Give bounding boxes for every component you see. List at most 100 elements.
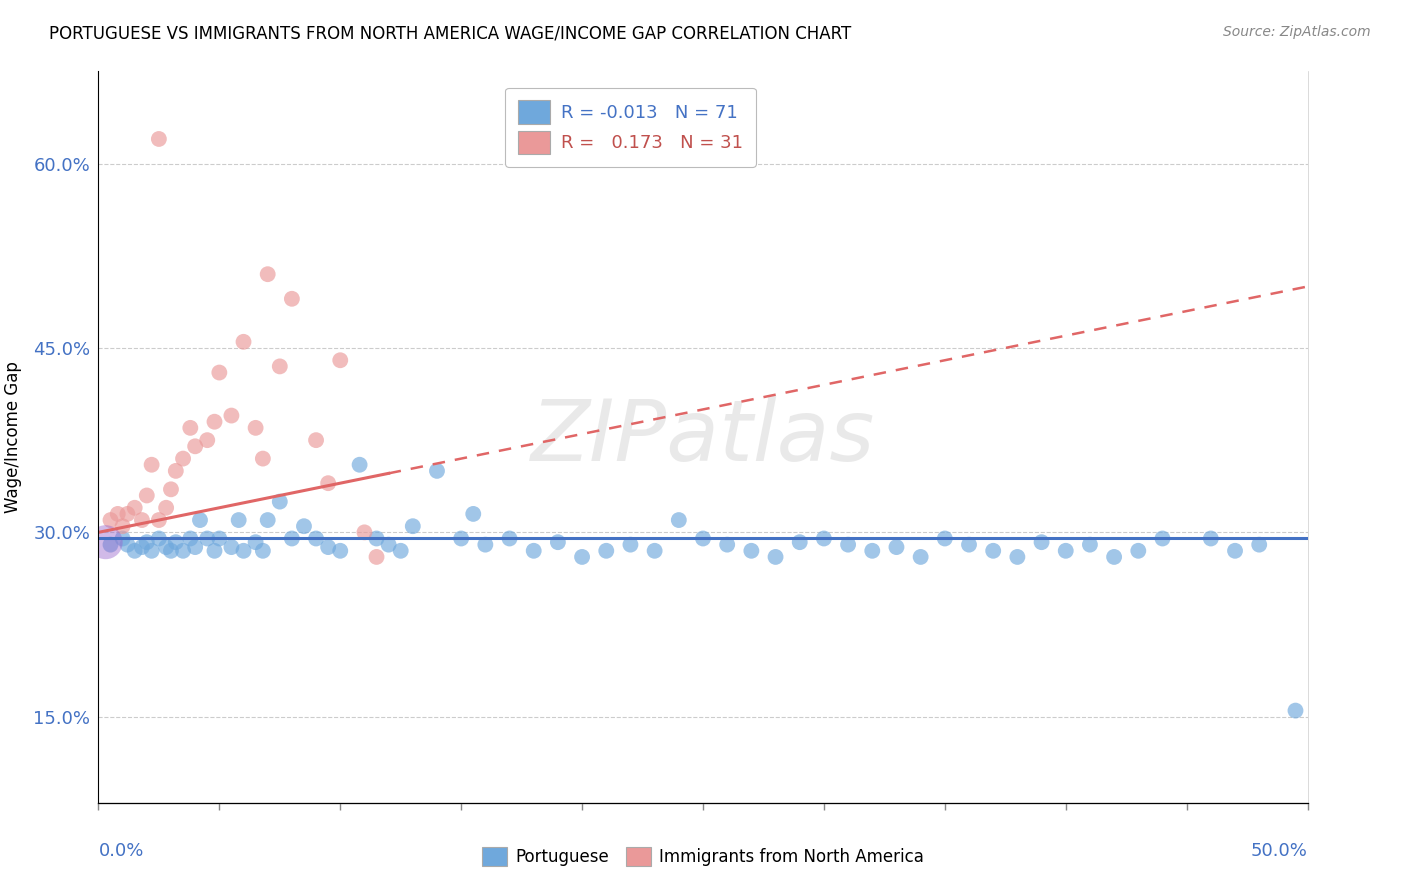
Point: [402, 519, 425, 533]
Point: [547, 535, 569, 549]
Point: [377, 538, 399, 552]
Point: [155, 500, 177, 515]
Point: [316, 540, 339, 554]
Point: [644, 543, 666, 558]
Point: [256, 267, 278, 281]
Text: 0.0%: 0.0%: [98, 842, 143, 860]
Point: [252, 451, 274, 466]
Point: [1152, 532, 1174, 546]
Point: [245, 535, 267, 549]
Point: [107, 507, 129, 521]
Point: [141, 458, 163, 472]
Point: [463, 507, 485, 521]
Point: [179, 532, 201, 546]
Point: [148, 132, 170, 146]
Point: [94, 535, 117, 549]
Point: [141, 543, 163, 558]
Point: [353, 525, 375, 540]
Point: [1102, 549, 1125, 564]
Point: [221, 409, 243, 423]
Point: [1007, 549, 1029, 564]
Point: [498, 532, 520, 546]
Point: [195, 532, 218, 546]
Point: [1223, 543, 1246, 558]
Point: [789, 535, 811, 549]
Point: [100, 513, 122, 527]
Point: [160, 483, 183, 497]
Point: [692, 532, 714, 546]
Point: [765, 549, 787, 564]
Point: [208, 366, 231, 380]
Point: [910, 549, 932, 564]
Point: [292, 519, 315, 533]
Point: [124, 543, 146, 558]
Point: [172, 451, 194, 466]
Point: [1199, 532, 1222, 546]
Point: [305, 433, 328, 447]
Point: [269, 494, 291, 508]
Point: [165, 464, 187, 478]
Text: 50.0%: 50.0%: [1251, 842, 1308, 860]
Point: [131, 513, 153, 527]
Point: [1128, 543, 1150, 558]
Y-axis label: Wage/Income Gap: Wage/Income Gap: [4, 361, 22, 513]
Point: [245, 421, 267, 435]
Point: [184, 540, 207, 554]
Point: [160, 543, 183, 558]
Legend: Portuguese, Immigrants from North America: Portuguese, Immigrants from North Americ…: [474, 838, 932, 875]
Point: [195, 433, 218, 447]
Legend: R = -0.013   N = 71, R =   0.173   N = 31: R = -0.013 N = 71, R = 0.173 N = 31: [505, 87, 756, 167]
Point: [329, 353, 352, 368]
Point: [135, 488, 157, 502]
Point: [204, 543, 226, 558]
Point: [366, 532, 388, 546]
Point: [111, 532, 134, 546]
Text: PORTUGUESE VS IMMIGRANTS FROM NORTH AMERICA WAGE/INCOME GAP CORRELATION CHART: PORTUGUESE VS IMMIGRANTS FROM NORTH AMER…: [49, 25, 852, 43]
Point: [523, 543, 546, 558]
Point: [571, 549, 593, 564]
Point: [934, 532, 956, 546]
Point: [208, 532, 231, 546]
Point: [860, 543, 883, 558]
Point: [886, 540, 908, 554]
Point: [124, 500, 146, 515]
Point: [349, 458, 371, 472]
Point: [184, 439, 207, 453]
Point: [155, 540, 177, 554]
Point: [740, 543, 762, 558]
Text: Source: ZipAtlas.com: Source: ZipAtlas.com: [1223, 25, 1371, 39]
Point: [117, 538, 139, 552]
Point: [305, 532, 328, 546]
Point: [117, 507, 139, 521]
Point: [329, 543, 352, 558]
Point: [1249, 538, 1271, 552]
Text: ZIPatlas: ZIPatlas: [531, 395, 875, 479]
Point: [281, 532, 304, 546]
Point: [1078, 538, 1101, 552]
Point: [228, 513, 250, 527]
Point: [131, 540, 153, 554]
Point: [179, 421, 201, 435]
Point: [111, 519, 134, 533]
Point: [837, 538, 859, 552]
Point: [269, 359, 291, 374]
Point: [668, 513, 690, 527]
Point: [232, 543, 254, 558]
Point: [316, 476, 339, 491]
Point: [595, 543, 617, 558]
Point: [281, 292, 304, 306]
Point: [389, 543, 412, 558]
Point: [135, 535, 157, 549]
Point: [426, 464, 449, 478]
Point: [366, 549, 388, 564]
Point: [165, 535, 187, 549]
Point: [450, 532, 472, 546]
Point: [1284, 704, 1306, 718]
Point: [957, 538, 980, 552]
Point: [204, 415, 226, 429]
Point: [716, 538, 738, 552]
Point: [1054, 543, 1077, 558]
Point: [1031, 535, 1053, 549]
Point: [232, 334, 254, 349]
Point: [474, 538, 496, 552]
